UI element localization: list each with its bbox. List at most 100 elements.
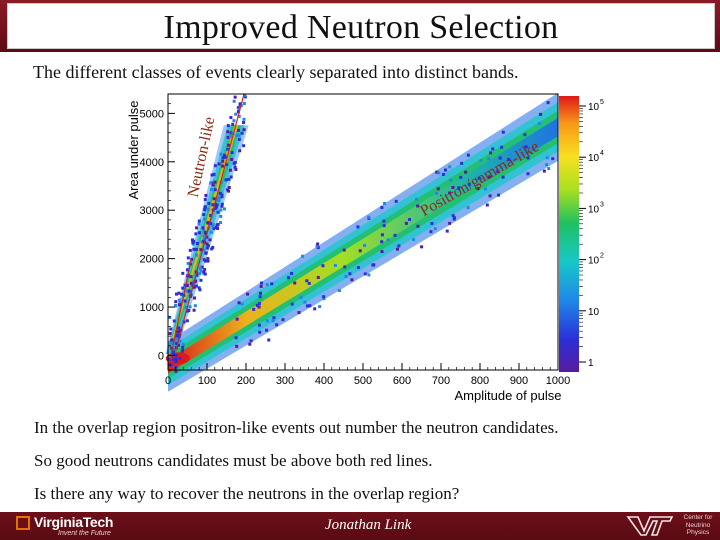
scatter-dot <box>230 157 234 161</box>
scatter-dot <box>416 224 420 228</box>
scatter-dot <box>350 278 354 282</box>
scatter-dot <box>176 326 180 330</box>
scatter-dot <box>203 217 207 221</box>
scatter-dot <box>313 307 317 311</box>
scatter-dot <box>192 247 196 251</box>
colorbar-tick-label: 10 <box>588 307 600 318</box>
x-tick-label: 700 <box>432 375 450 387</box>
scatter-dot <box>186 261 190 265</box>
scatter-dot <box>211 245 215 249</box>
scatter-dot <box>175 334 179 338</box>
scatter-dot <box>444 168 448 172</box>
scatter-dot <box>297 311 301 315</box>
scatter-dot <box>204 193 208 197</box>
scatter-dot <box>203 205 207 209</box>
scatter-dot <box>236 106 240 110</box>
positron-cut-line <box>169 258 192 361</box>
scatter-dot <box>221 159 225 163</box>
scatter-dot <box>204 259 208 263</box>
scatter-dot <box>457 186 461 190</box>
y-tick-label: 5000 <box>140 108 164 120</box>
scatter-dot <box>395 247 399 251</box>
y-tick-label: 2000 <box>140 254 164 266</box>
scatter-dot <box>172 319 176 323</box>
scatter-dot <box>228 135 232 139</box>
colorbar-tick-exponent: 2 <box>600 253 604 260</box>
scatter-dot <box>545 156 549 160</box>
scatter-dot <box>199 266 203 270</box>
scatter-dot <box>265 283 269 287</box>
scatter-dot <box>202 270 206 274</box>
scatter-dot <box>415 197 419 201</box>
scatter-dot <box>216 226 220 230</box>
scatter-dot <box>382 224 386 228</box>
scatter-dot <box>187 289 191 293</box>
scatter-dot <box>258 330 262 334</box>
scatter-dot <box>316 275 320 279</box>
scatter-dot <box>305 279 309 283</box>
scatter-dot <box>488 194 492 198</box>
scatter-dot <box>259 284 263 288</box>
scatter-dot <box>235 133 239 137</box>
scatter-dot <box>342 248 346 252</box>
scatter-dot <box>212 197 216 201</box>
scatter-dot <box>178 356 182 360</box>
scatter-dot <box>195 273 199 277</box>
colorbar-tick-label: 1 <box>588 358 594 369</box>
scatter-dot <box>177 291 181 295</box>
scatter-dot <box>195 226 199 230</box>
university-tagline: Invent the Future <box>58 530 111 537</box>
scatter-dot <box>175 330 179 334</box>
vt-monogram-icon <box>626 516 674 536</box>
colorbar-tick-label: 10 <box>588 153 600 164</box>
scatter-dot <box>491 147 495 151</box>
scatter-dot <box>367 215 371 219</box>
scatter-dot <box>179 292 183 296</box>
scatter-dot <box>185 268 189 272</box>
scatter-dot <box>358 249 362 253</box>
colorbar-tick-label: 10 <box>588 102 600 113</box>
scatter-dot <box>169 363 173 367</box>
scatter-dot <box>213 188 217 192</box>
scatter-dot <box>315 244 319 248</box>
scatter-dot <box>242 121 246 125</box>
scatter-dot <box>234 112 238 116</box>
scatter-dot <box>234 167 238 171</box>
bullet-1: In the overlap region positron-like even… <box>34 418 559 437</box>
scatter-dot <box>477 176 481 180</box>
scatter-dot <box>232 119 236 123</box>
scatter-dot <box>205 242 209 246</box>
scatter-dot <box>220 204 224 208</box>
scatter-dot <box>448 191 452 195</box>
scatter-dot <box>229 116 233 120</box>
vt-shield-icon <box>16 516 30 530</box>
scatter-dot <box>242 128 246 132</box>
scatter-dot <box>246 292 250 296</box>
scatter-dot <box>299 295 303 299</box>
scatter-dot <box>260 281 264 285</box>
author-name: Jonathan Link <box>325 517 412 533</box>
scatter-dot <box>214 225 218 229</box>
scatter-dot <box>177 343 181 347</box>
scatter-dot <box>187 309 191 313</box>
scatter-dot <box>348 272 352 276</box>
x-tick-label: 500 <box>354 375 372 387</box>
scatter-dot <box>445 229 449 233</box>
scatter-dot <box>300 254 304 258</box>
scatter-dot <box>270 282 274 286</box>
scatter-dot <box>221 156 225 160</box>
scatter-dot <box>219 181 223 185</box>
y-tick-label: 1000 <box>140 302 164 314</box>
scatter-dot <box>249 339 253 343</box>
scatter-dot <box>197 286 201 290</box>
scatter-dot <box>209 181 213 185</box>
scatter-dot <box>234 336 238 340</box>
scatter-dot <box>181 271 185 275</box>
scatter-dot <box>225 163 229 167</box>
scatter-dot <box>219 221 223 225</box>
scatter-dot <box>170 338 174 342</box>
scatter-dot <box>303 300 307 304</box>
scatter-dot <box>237 301 241 305</box>
scatter-dot <box>257 305 261 309</box>
scatter-dot <box>226 147 230 151</box>
